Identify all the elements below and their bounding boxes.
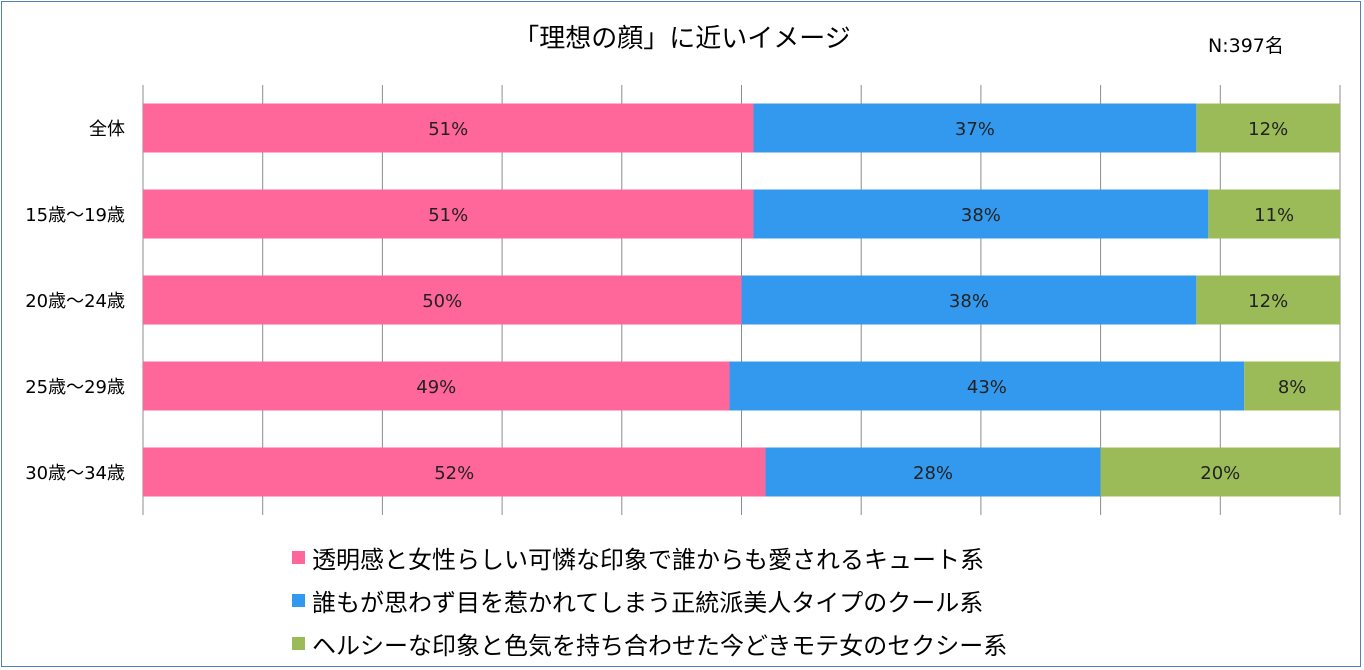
bar-segment-1 <box>143 275 742 325</box>
legend: 透明感と女性らしい可憐な印象で誰からも愛されるキュート系 誰もが思わず目を惹かれて… <box>292 536 1007 665</box>
category-label: 30歳〜34歳 <box>25 463 125 484</box>
bar-segment-1 <box>143 189 754 239</box>
data-label: 51% <box>428 205 468 226</box>
bar-segment-2 <box>753 189 1209 239</box>
chart-title: 「理想の顔」に近いイメージ <box>513 24 851 54</box>
legend-swatch <box>292 594 305 607</box>
data-label: 49% <box>416 377 456 398</box>
data-label: 20% <box>1200 463 1240 484</box>
bar-segment-2 <box>753 103 1197 153</box>
data-label: 8% <box>1278 377 1307 398</box>
legend-swatch <box>292 551 305 564</box>
sample-size-note: N:397名 <box>1208 35 1284 57</box>
bar-segment-1 <box>143 361 730 411</box>
category-label: 15歳〜19歳 <box>25 205 125 226</box>
data-label: 51% <box>428 119 468 140</box>
data-label: 11% <box>1254 205 1294 226</box>
bar-segment-2 <box>741 275 1197 325</box>
legend-label: 透明感と女性らしい可憐な印象で誰からも愛されるキュート系 <box>312 546 984 574</box>
bar-segment-3 <box>1244 361 1340 411</box>
data-label: 38% <box>949 291 989 312</box>
data-label: 52% <box>434 463 474 484</box>
legend-item: 誰もが思わず目を惹かれてしまう正統派美人タイプのクール系 <box>292 579 1007 622</box>
legend-label: 誰もが思わず目を惹かれてしまう正統派美人タイプのクール系 <box>312 589 984 617</box>
bar-segment-2 <box>729 361 1245 411</box>
data-label: 12% <box>1248 119 1288 140</box>
bar-segment-1 <box>143 103 754 153</box>
legend-item: ヘルシーな印象と色気を持ち合わせた今どきモテ女のセクシー系 <box>292 622 1007 665</box>
bar-segment-3 <box>1208 189 1340 239</box>
data-label: 50% <box>422 291 462 312</box>
bar-segment-3 <box>1196 275 1340 325</box>
legend-swatch <box>292 637 305 650</box>
category-label: 全体 <box>89 119 125 140</box>
data-label: 43% <box>967 377 1007 398</box>
bar-segment-3 <box>1100 447 1340 497</box>
bar-segment-3 <box>1196 103 1340 153</box>
bar-segment-2 <box>765 447 1101 497</box>
category-label: 20歳〜24歳 <box>25 291 125 312</box>
data-label: 12% <box>1248 291 1288 312</box>
data-label: 38% <box>961 205 1001 226</box>
legend-item: 透明感と女性らしい可憐な印象で誰からも愛されるキュート系 <box>292 536 1007 579</box>
bar-segment-1 <box>143 447 766 497</box>
legend-label: ヘルシーな印象と色気を持ち合わせた今どきモテ女のセクシー系 <box>312 632 1008 660</box>
data-label: 37% <box>955 119 995 140</box>
category-label: 25歳〜29歳 <box>25 377 125 398</box>
data-label: 28% <box>913 463 953 484</box>
